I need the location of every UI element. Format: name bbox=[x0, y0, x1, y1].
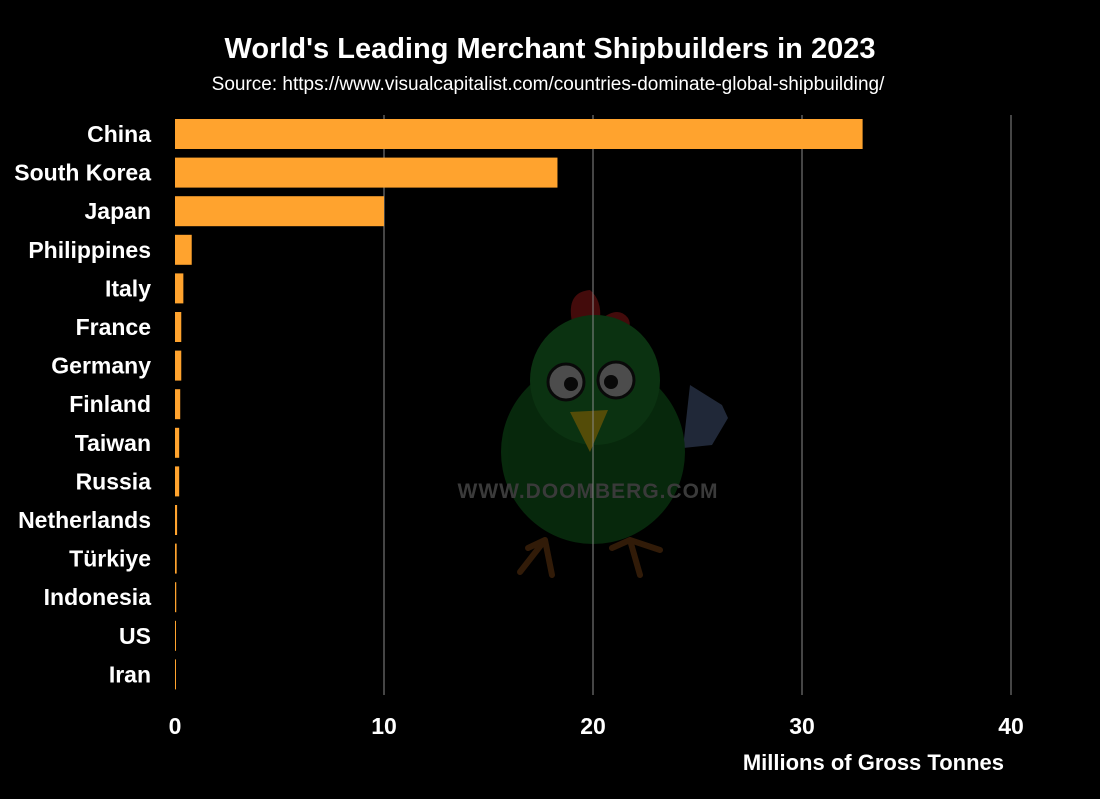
category-label: South Korea bbox=[14, 160, 151, 186]
x-tick-label: 0 bbox=[169, 713, 182, 739]
category-label: Indonesia bbox=[44, 584, 152, 610]
category-labels: China South Korea Japan Philippines Italy Fra… bbox=[14, 121, 151, 687]
bar bbox=[175, 427, 180, 458]
bar bbox=[175, 119, 863, 149]
category-label: Netherlands bbox=[18, 507, 151, 533]
x-tick-label: 20 bbox=[580, 713, 606, 739]
x-tick-label: 40 bbox=[998, 713, 1024, 739]
category-label: Italy bbox=[105, 275, 151, 301]
bar bbox=[175, 312, 182, 342]
category-label: Germany bbox=[51, 353, 151, 379]
x-axis-title: Millions of Gross Tonnes bbox=[743, 750, 1004, 775]
bar bbox=[175, 273, 184, 304]
watermark-text: WWW.DOOMBERG.COM bbox=[458, 480, 719, 503]
bar bbox=[175, 350, 182, 381]
category-label: Russia bbox=[76, 468, 152, 494]
chart-title: World's Leading Merchant Shipbuilders in… bbox=[225, 33, 876, 65]
category-label: Philippines bbox=[28, 237, 151, 263]
category-label: Türkiye bbox=[69, 546, 151, 572]
category-label: Iran bbox=[109, 661, 151, 687]
bar bbox=[175, 196, 384, 227]
x-tick-label: 30 bbox=[789, 713, 815, 739]
bar bbox=[175, 582, 177, 613]
x-tick-labels: 0 10 20 30 40 bbox=[169, 713, 1024, 739]
category-label: US bbox=[119, 623, 151, 649]
bar bbox=[175, 389, 181, 420]
category-label: China bbox=[87, 121, 151, 147]
bar bbox=[175, 466, 180, 497]
bar bbox=[175, 543, 177, 574]
bar bbox=[175, 157, 558, 188]
category-label: France bbox=[76, 314, 151, 340]
bar bbox=[175, 234, 192, 265]
category-label: Finland bbox=[69, 391, 151, 417]
bar bbox=[175, 620, 176, 651]
bar bbox=[175, 505, 178, 535]
bars bbox=[175, 119, 863, 690]
x-tick-label: 10 bbox=[371, 713, 397, 739]
bar bbox=[175, 659, 176, 690]
category-label: Taiwan bbox=[75, 430, 151, 456]
category-label: Japan bbox=[85, 198, 151, 224]
chart-subtitle: Source: https://www.visualcapitalist.com… bbox=[212, 74, 885, 95]
